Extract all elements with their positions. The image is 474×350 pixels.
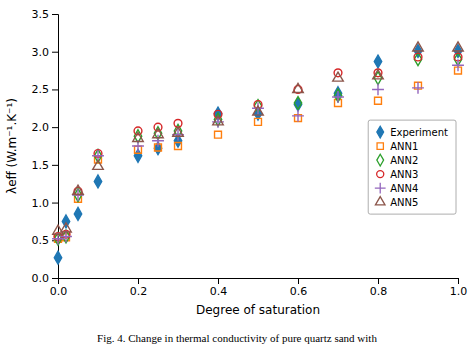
tick-label: 3.0 [32,46,50,59]
x-axis: 0.0 0.2 0.4 0.6 0.8 1.0 [50,278,468,298]
plot: 0.0 0.2 0.4 0.6 0.8 1.0 0.0 0.5 1.0 1.5 2.0 2.5 3.0 3… [32,8,468,298]
tick-mark [52,165,58,166]
tick-mark [458,278,459,284]
tick-mark [52,127,58,128]
series [54,45,461,265]
tick: 0.8 [370,278,388,298]
point [213,116,224,125]
legend-label: ANN1 [390,141,418,152]
point [333,72,344,81]
tick: 0.6 [290,278,308,298]
tick: 0.2 [130,278,148,298]
point [373,70,384,79]
point [212,116,224,128]
legend-label: ANN3 [390,169,418,180]
legend-box [368,120,456,214]
tick-label: 0.0 [50,285,68,298]
point [453,42,464,51]
legend-label: Experiment [390,127,448,138]
point [253,106,264,115]
legend-symbol [377,171,384,178]
tick-mark [298,278,299,284]
tick-mark [378,278,379,284]
point [372,83,384,95]
series [52,59,464,244]
tick-mark [218,278,219,284]
point [54,251,61,264]
marks [52,42,464,264]
tick: 0.0 [32,272,59,285]
legend-symbol [377,126,384,138]
y-axis-title: λeff (W.m⁻¹.K⁻¹) [5,98,19,194]
tick-label: 2.5 [32,83,50,96]
point [61,223,72,232]
point [74,207,81,220]
caption: Fig. 4. Change in thermal conductivity o… [97,332,377,344]
legend-label: ANN5 [390,197,418,208]
series [55,67,462,242]
tick-label: 1.5 [32,159,50,172]
tick: 2.0 [32,121,59,134]
tick-label: 3.5 [32,8,50,21]
legend-symbol [375,197,385,205]
legend-symbol [375,183,386,194]
point [412,82,424,94]
series [54,53,461,245]
tick: 0.0 [50,278,68,298]
axis-line [59,279,459,285]
point [293,83,304,92]
tick: 2.5 [32,83,59,96]
tick: 1.5 [32,159,59,172]
tick: 3.0 [32,46,59,59]
tick: 1.0 [450,278,468,298]
series [54,53,462,240]
legend-label: ANN2 [390,155,418,166]
tick: 3.5 [32,8,59,21]
legend-symbol [377,143,383,149]
point [173,127,184,136]
point [292,110,304,122]
point [153,129,164,138]
legend-symbol [377,154,384,166]
point [215,131,222,138]
tick-label: 1.0 [450,285,468,298]
point [414,53,422,61]
tick-label: 1.0 [32,197,50,210]
tick-label: 2.0 [32,121,50,134]
point [255,118,262,125]
point [374,55,381,68]
point [94,175,101,188]
tick-mark [52,89,58,90]
point [93,160,104,169]
tick: 1.0 [32,197,59,210]
point [252,102,264,114]
legend-label: ANN4 [390,183,418,194]
point [413,42,424,51]
tick-label: 0.2 [130,285,148,298]
point [452,59,464,71]
tick-label: 0.5 [32,234,50,247]
point [175,143,182,150]
point [294,97,301,110]
chart: 0.0 0.2 0.4 0.6 0.8 1.0 0.0 0.5 1.0 1.5 2.0 2.5 3.0 3… [0,0,474,350]
point [133,132,144,141]
point [375,97,382,104]
legend: Experiment ANN1 ANN2 ANN3 ANN4 ANN5 [368,120,456,214]
y-axis: 0.0 0.5 1.0 1.5 2.0 2.5 3.0 3.5 [32,8,59,285]
tick-mark [52,14,58,15]
series [53,42,464,234]
point [332,91,344,103]
tick: 0.4 [210,278,228,298]
tick-mark [52,203,58,204]
tick-label: 0.4 [210,285,228,298]
point [414,53,421,66]
tick-label: 0.0 [32,272,50,285]
tick-mark [52,278,58,279]
x-axis-title: Degree of saturation [196,303,320,317]
tick-label: 0.6 [290,285,308,298]
tick-mark [138,278,139,284]
point [73,185,84,194]
tick-mark [52,52,58,53]
tick-label: 0.8 [370,285,388,298]
